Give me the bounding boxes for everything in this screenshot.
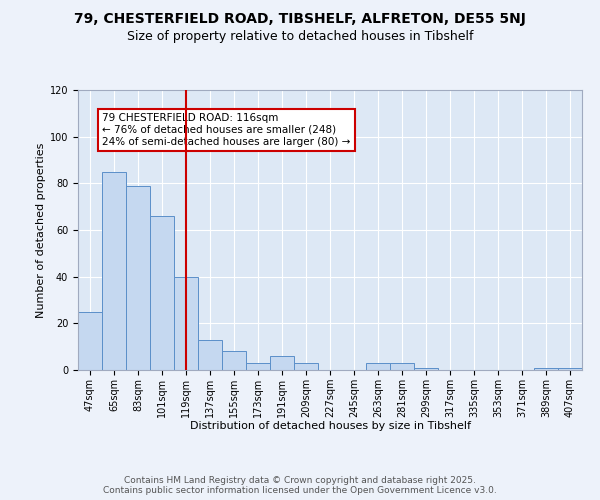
Bar [246, 363, 270, 370]
Bar [390, 363, 414, 370]
Bar [174, 276, 198, 370]
Bar [294, 363, 318, 370]
Bar [414, 368, 438, 370]
Bar [222, 352, 246, 370]
Bar [150, 216, 174, 370]
Bar [198, 340, 222, 370]
Bar [366, 363, 390, 370]
Bar [558, 368, 582, 370]
Text: Size of property relative to detached houses in Tibshelf: Size of property relative to detached ho… [127, 30, 473, 43]
Bar [78, 312, 102, 370]
Bar [126, 186, 150, 370]
Bar [102, 172, 126, 370]
X-axis label: Distribution of detached houses by size in Tibshelf: Distribution of detached houses by size … [190, 422, 470, 432]
Text: 79, CHESTERFIELD ROAD, TIBSHELF, ALFRETON, DE55 5NJ: 79, CHESTERFIELD ROAD, TIBSHELF, ALFRETO… [74, 12, 526, 26]
Text: Contains HM Land Registry data © Crown copyright and database right 2025.
Contai: Contains HM Land Registry data © Crown c… [103, 476, 497, 495]
Bar [534, 368, 558, 370]
Text: 79 CHESTERFIELD ROAD: 116sqm
← 76% of detached houses are smaller (248)
24% of s: 79 CHESTERFIELD ROAD: 116sqm ← 76% of de… [102, 114, 350, 146]
Y-axis label: Number of detached properties: Number of detached properties [35, 142, 46, 318]
Bar [270, 356, 294, 370]
